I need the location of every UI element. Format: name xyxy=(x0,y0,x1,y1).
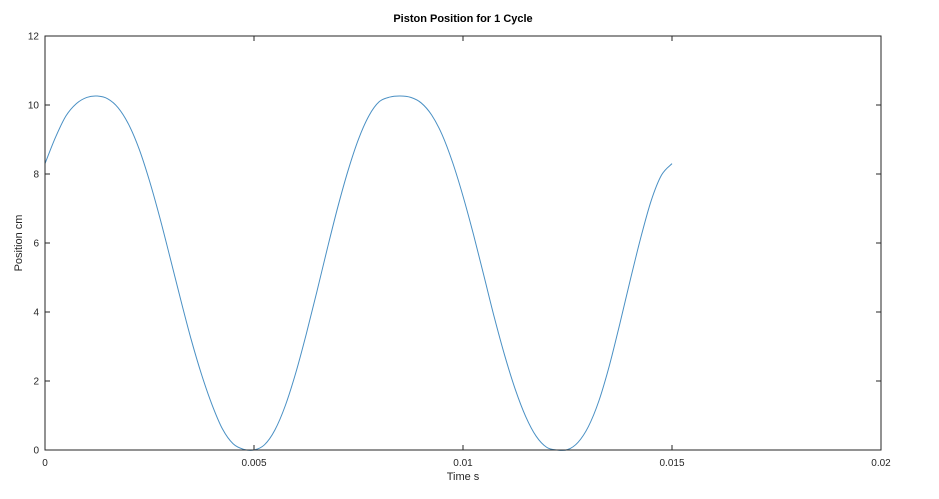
x-tick-label: 0 xyxy=(42,458,48,469)
y-tick-label: 8 xyxy=(33,170,39,181)
y-tick-label: 12 xyxy=(28,32,40,43)
y-tick-label: 10 xyxy=(28,101,40,112)
chart-title: Piston Position for 1 Cycle xyxy=(393,13,532,25)
y-tick-label: 4 xyxy=(33,308,39,319)
y-tick-label: 2 xyxy=(33,377,39,388)
y-axis-label: Position cm xyxy=(13,215,25,272)
y-tick-label: 0 xyxy=(33,446,39,457)
x-axis-label: Time s xyxy=(447,471,480,483)
x-tick-label: 0.02 xyxy=(871,458,891,469)
series-line-position xyxy=(44,95,673,451)
tick-labels: 0 0.005 0.01 0.015 0.02 0 2 4 6 8 10 12 xyxy=(28,32,891,470)
axis-ticks xyxy=(44,35,882,451)
x-tick-label: 0.01 xyxy=(453,458,473,469)
x-tick-label: 0.005 xyxy=(241,458,266,469)
y-tick-label: 6 xyxy=(33,239,39,250)
plot-frame xyxy=(44,35,882,451)
x-tick-label: 0.015 xyxy=(659,458,684,469)
